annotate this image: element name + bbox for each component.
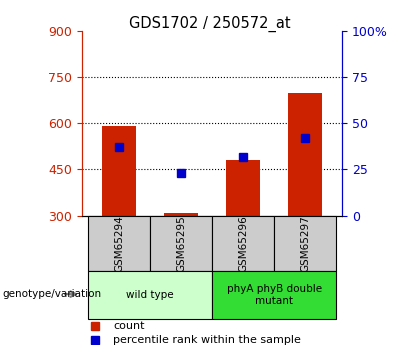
FancyBboxPatch shape [212, 216, 274, 271]
Text: GSM65294: GSM65294 [114, 215, 124, 272]
Text: GDS1702 / 250572_at: GDS1702 / 250572_at [129, 16, 291, 32]
FancyBboxPatch shape [88, 271, 212, 319]
Text: phyA phyB double
mutant: phyA phyB double mutant [226, 284, 322, 306]
Bar [226, 160, 260, 216]
Text: count: count [113, 322, 145, 331]
Text: GSM65296: GSM65296 [238, 215, 248, 272]
Bar [164, 213, 198, 216]
Text: genotype/variation: genotype/variation [2, 289, 101, 299]
FancyBboxPatch shape [212, 271, 336, 319]
FancyBboxPatch shape [274, 216, 336, 271]
Text: GSM65295: GSM65295 [176, 215, 186, 272]
Text: wild type: wild type [126, 290, 174, 300]
FancyBboxPatch shape [88, 216, 150, 271]
FancyBboxPatch shape [150, 216, 212, 271]
Text: GSM65297: GSM65297 [300, 215, 310, 272]
Text: percentile rank within the sample: percentile rank within the sample [113, 335, 301, 345]
Bar [288, 92, 322, 216]
Bar [102, 126, 136, 216]
